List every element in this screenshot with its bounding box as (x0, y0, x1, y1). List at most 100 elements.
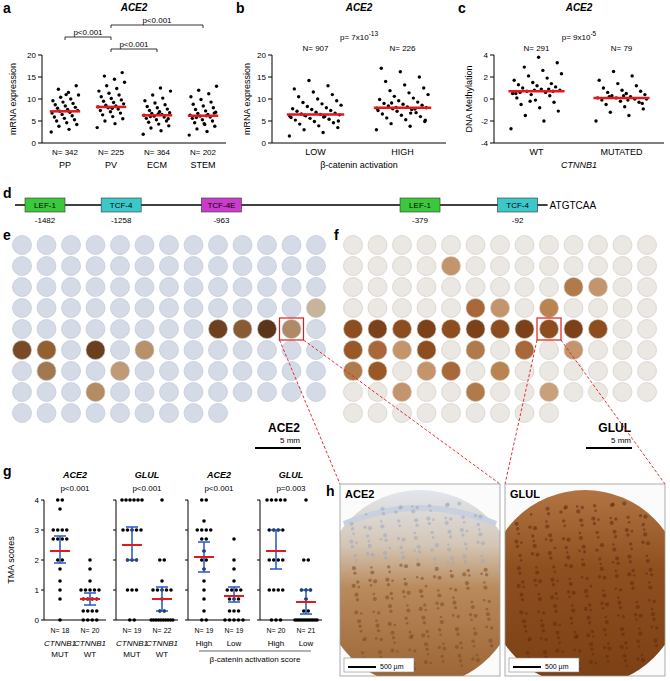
tissue-core (86, 299, 105, 318)
texture (384, 539, 387, 542)
tissue-core (307, 236, 326, 255)
tissue-core (466, 299, 485, 318)
data-point (195, 127, 198, 130)
chart-title: ACE2 (345, 2, 373, 13)
significance-bracket (111, 25, 203, 28)
tissue-core (491, 278, 510, 297)
plot-area (50, 71, 219, 137)
texture (452, 601, 456, 605)
n-label: N= 22 (153, 627, 172, 634)
data-point (297, 95, 300, 98)
tissue-core (491, 341, 510, 360)
texture (614, 588, 617, 591)
tissue-core (638, 320, 657, 339)
category-label: ECM (147, 160, 167, 170)
y-tick (38, 99, 42, 100)
texture (638, 627, 641, 630)
group-line (199, 651, 311, 652)
tissue-core (491, 404, 510, 423)
texture (545, 507, 549, 511)
tissue-core (86, 383, 105, 402)
tissue-core (589, 236, 608, 255)
texture (424, 660, 428, 664)
texture (466, 530, 469, 533)
texture (528, 525, 531, 528)
texture (387, 583, 390, 586)
category-label: MUT (51, 650, 68, 659)
y-tick (490, 99, 494, 100)
y-tick (268, 99, 272, 100)
data-point (401, 103, 404, 106)
data-point (202, 588, 206, 592)
texture (432, 536, 435, 539)
y-tick-label: 2 (484, 73, 489, 82)
texture (542, 611, 545, 614)
texture (353, 554, 356, 557)
texture (457, 501, 461, 505)
data-point (223, 618, 227, 622)
data-point (99, 109, 102, 112)
y-tick (38, 121, 42, 122)
texture (518, 571, 521, 574)
data-point (56, 498, 60, 502)
data-point (215, 85, 218, 88)
tissue-core (368, 383, 387, 402)
texture (528, 639, 531, 642)
data-point (232, 618, 236, 622)
texture (571, 604, 574, 607)
texture (516, 527, 519, 530)
texture (556, 597, 559, 600)
data-point (606, 91, 609, 94)
tissue-core (589, 383, 608, 402)
data-point (169, 89, 172, 92)
data-point (123, 81, 126, 84)
data-point (529, 93, 532, 96)
texture (397, 519, 400, 522)
tissue-core (307, 257, 326, 276)
tissue-core (160, 320, 179, 339)
label-background (507, 487, 541, 501)
texture (398, 525, 401, 528)
texture (555, 592, 558, 595)
texture (516, 545, 519, 548)
texture (478, 515, 482, 519)
tissue-core (638, 362, 657, 381)
texture (543, 650, 547, 654)
data-point (124, 498, 128, 502)
tissue-core (209, 299, 228, 318)
texture (555, 648, 559, 652)
tissue-core (307, 362, 326, 381)
data-point (635, 84, 638, 87)
texture (579, 536, 583, 540)
texture (542, 629, 545, 632)
texture (578, 549, 581, 552)
data-point (121, 117, 124, 120)
data-point (395, 110, 398, 113)
tissue-core (393, 236, 412, 255)
data-point (385, 116, 388, 119)
texture (646, 541, 650, 545)
texture (471, 657, 474, 660)
texture (528, 637, 532, 641)
panel-letter: e (3, 227, 11, 243)
texture (610, 503, 614, 507)
mean-line (152, 598, 172, 600)
scale-bar-label: 5 mm (611, 436, 631, 445)
y-tick (113, 620, 116, 621)
data-point (304, 498, 308, 502)
texture (465, 548, 468, 551)
data-point (58, 507, 62, 511)
texture (655, 644, 658, 647)
tissue-core (491, 362, 510, 381)
data-point (625, 92, 628, 95)
p-value: p= 7x10-13 (340, 30, 378, 42)
tissue-core (417, 320, 436, 339)
texture (360, 612, 363, 615)
data-point (203, 123, 206, 126)
data-point (157, 122, 160, 125)
texture (388, 571, 391, 574)
texture (633, 574, 636, 577)
texture (375, 619, 378, 622)
data-point (121, 71, 124, 74)
y-tick (490, 143, 494, 144)
